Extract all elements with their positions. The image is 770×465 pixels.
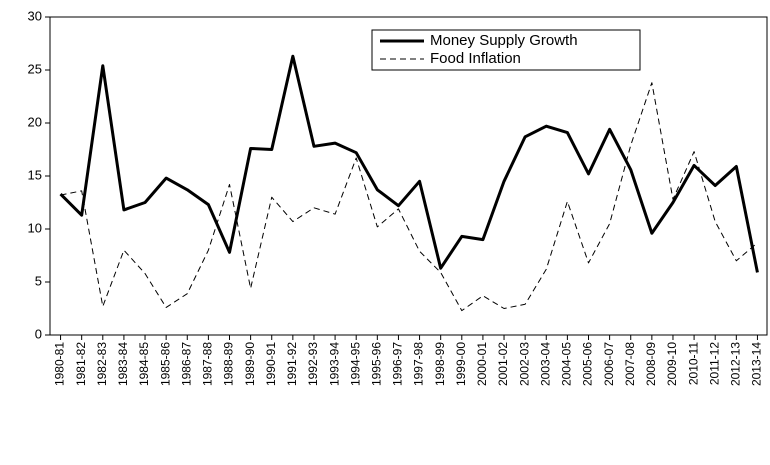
x-tick-label: 1992-93 [306, 342, 320, 386]
y-tick-label: 5 [35, 273, 42, 288]
x-tick-label: 2000-01 [475, 342, 489, 386]
x-tick-label: 2011-12 [707, 342, 721, 385]
x-tick-label: 2003-04 [538, 342, 552, 386]
legend-label: Money Supply Growth [430, 32, 578, 49]
x-tick-label: 2001-02 [496, 342, 510, 386]
x-tick-label: 2013-14 [750, 342, 764, 386]
x-tick-label: 1998-99 [433, 342, 447, 386]
x-tick-label: 1991-92 [285, 342, 299, 386]
x-tick-label: 1980-81 [53, 342, 67, 386]
y-tick-label: 20 [28, 114, 42, 129]
x-tick-label: 1985-86 [158, 342, 172, 386]
x-tick-label: 2002-03 [517, 342, 531, 386]
y-tick-label: 25 [28, 61, 42, 76]
y-tick-label: 10 [28, 220, 42, 235]
x-tick-label: 1988-89 [222, 342, 236, 386]
x-tick-label: 1981-82 [74, 342, 88, 386]
x-tick-label: 1993-94 [327, 342, 341, 386]
x-tick-label: 2005-06 [581, 342, 595, 386]
series-line [60, 82, 758, 312]
x-tick-label: 2012-13 [728, 342, 742, 386]
x-tick-label: 1999-00 [454, 342, 468, 386]
x-tick-label: 1989-90 [243, 342, 257, 386]
x-tick-label: 1982-83 [95, 342, 109, 386]
x-tick-label: 1983-84 [116, 342, 130, 386]
x-tick-label: 1990-91 [264, 342, 278, 386]
x-tick-label: 1984-85 [137, 342, 151, 386]
x-tick-label: 2009-10 [665, 342, 679, 386]
series-line [59, 54, 759, 273]
x-tick-label: 1995-96 [369, 342, 383, 386]
x-tick-label: 1987-88 [201, 342, 215, 386]
x-tick-label: 1996-97 [391, 342, 405, 386]
y-tick-label: 15 [28, 167, 42, 182]
x-tick-label: 1986-87 [179, 342, 193, 386]
legend-label: Food Inflation [430, 50, 521, 67]
x-tick-label: 2004-05 [560, 342, 574, 386]
x-tick-label: 2008-09 [644, 342, 658, 386]
y-tick-label: 0 [35, 326, 42, 341]
x-tick-label: 1997-98 [412, 342, 426, 386]
x-tick-label: 1994-95 [348, 342, 362, 386]
legend-box [371, 29, 641, 71]
x-tick-label: 2007-08 [623, 342, 637, 386]
x-tick-label: 2010-11 [686, 342, 700, 385]
x-tick-label: 2006-07 [602, 342, 616, 386]
y-tick-label: 30 [28, 8, 42, 23]
